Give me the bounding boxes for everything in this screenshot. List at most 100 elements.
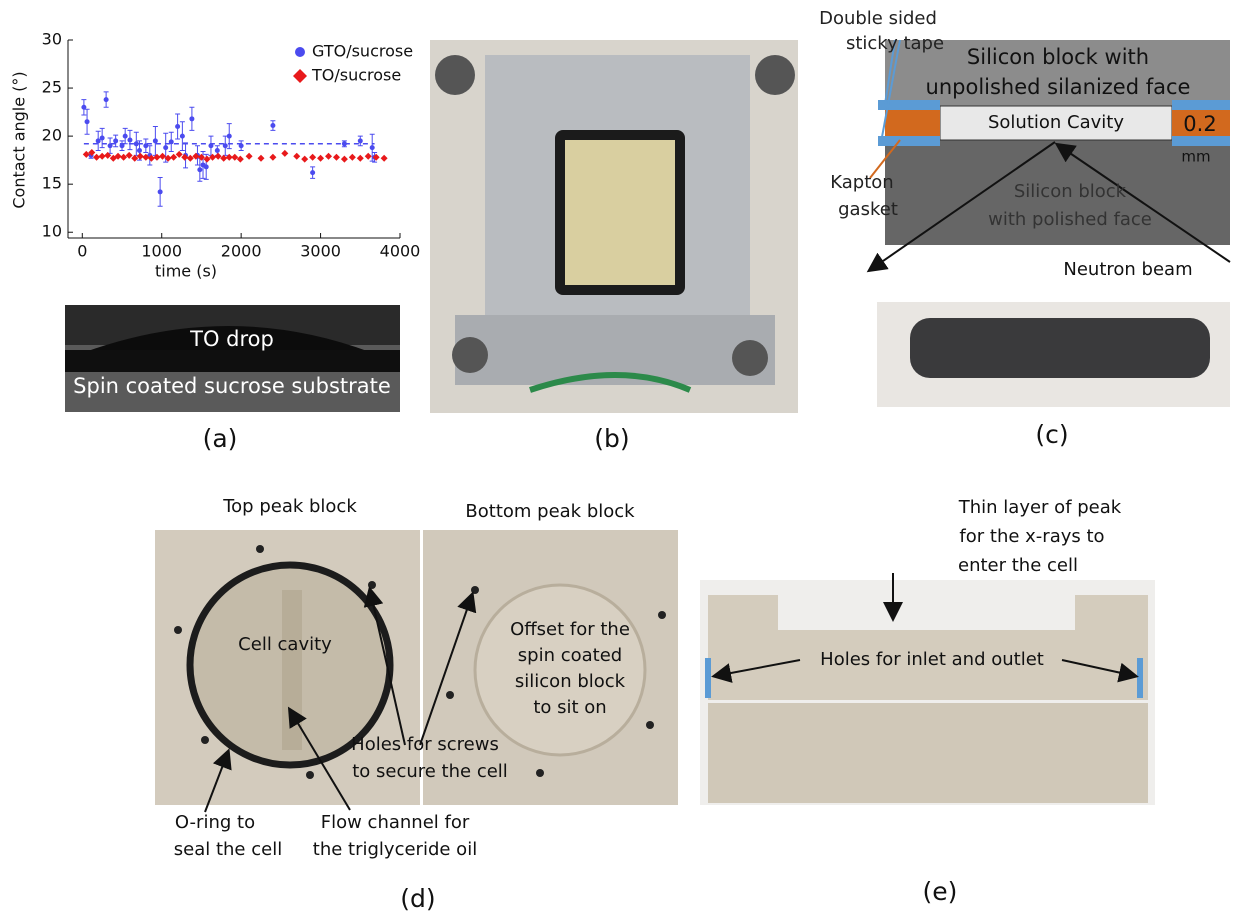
y-tick-label: 10 (42, 222, 62, 241)
point (158, 189, 163, 194)
chart: time (s) Contact angle (°) 10 15 20 25 30 0 10… (10, 30, 421, 281)
annotation: Silicon block with (967, 45, 1149, 69)
substrate-label: Spin coated sucrose substrate (73, 374, 391, 398)
panel-label: (a) (203, 424, 238, 453)
point (104, 97, 109, 102)
annotation: mm (1181, 148, 1210, 166)
point (197, 167, 202, 172)
point (153, 154, 160, 161)
point (127, 137, 132, 142)
point (83, 151, 90, 158)
point (85, 119, 90, 124)
panel-label: (b) (594, 424, 629, 453)
x-axis-title: time (s) (155, 262, 217, 281)
diagram-c: Double sided sticky tape Silicon block w… (819, 8, 1230, 407)
point (325, 153, 332, 160)
annotation: seal the cell (174, 839, 282, 860)
annotation: Top peak block (222, 496, 357, 517)
annotation: the triglyceride oil (313, 839, 477, 860)
point (215, 153, 222, 160)
annotation: Kapton (830, 172, 893, 193)
legend-label: GTO/sucrose (312, 42, 413, 61)
y-tick-label: 20 (42, 126, 62, 145)
point (231, 154, 238, 161)
y-axis-title: Contact angle (°) (10, 71, 29, 208)
x-tick-label: 1000 (141, 242, 182, 261)
point (270, 123, 275, 128)
point (281, 150, 288, 157)
annotation: to sit on (533, 697, 606, 718)
annotation: sticky tape (846, 33, 944, 54)
point (373, 154, 380, 161)
legend-marker (293, 69, 307, 83)
legend-label: TO/sucrose (311, 66, 401, 85)
annotation: Flow channel for (321, 812, 470, 833)
point (169, 139, 174, 144)
x-tick-label: 3000 (300, 242, 341, 261)
x-tick-label: 2000 (221, 242, 262, 261)
figure: time (s) Contact angle (°) 10 15 20 25 30 0 10… (0, 0, 1234, 918)
annotation: silicon block (515, 671, 626, 692)
point (208, 143, 213, 148)
point (159, 153, 166, 160)
point (180, 134, 185, 139)
point (100, 136, 105, 141)
point (269, 154, 276, 161)
annotation: Offset for the (510, 619, 630, 640)
y-tick-label: 15 (42, 174, 62, 193)
point (176, 151, 183, 158)
point (204, 164, 209, 169)
point (301, 156, 308, 163)
point (123, 134, 128, 139)
y-tick-label: 30 (42, 30, 62, 49)
point (365, 153, 372, 160)
legend-marker (295, 47, 305, 57)
point (153, 138, 158, 143)
photo-d: Top peak block Bottom peak block Cell ca… (150, 496, 682, 860)
point (310, 170, 315, 175)
point (246, 153, 253, 160)
point (99, 153, 106, 160)
point (227, 134, 232, 139)
point (113, 138, 118, 143)
point (108, 143, 113, 148)
point (175, 124, 180, 129)
annotation: with polished face (988, 209, 1152, 230)
annotation: for the x-rays to (959, 526, 1104, 547)
point (357, 155, 364, 162)
point (126, 152, 133, 159)
photo-e: Thin layer of peak for the x-rays to ent… (700, 497, 1155, 805)
point (349, 154, 356, 161)
annotation: Solution Cavity (988, 112, 1124, 133)
annotation: Cell cavity (238, 634, 332, 655)
annotation: enter the cell (958, 555, 1078, 576)
annotation: Bottom peak block (465, 501, 635, 522)
x-tick-label: 4000 (380, 242, 421, 261)
point (189, 116, 194, 121)
annotation: to secure the cell (352, 761, 508, 782)
annotation: spin coated (518, 645, 622, 666)
photo-a: TO drop Spin coated sucrose substrate (65, 305, 400, 412)
annotation: O-ring to (175, 812, 255, 833)
point (381, 155, 388, 162)
panel-label: (c) (1035, 420, 1068, 449)
panel-label: (d) (400, 884, 435, 913)
point (237, 156, 244, 163)
point (170, 154, 177, 161)
annotation: 0.2 (1183, 112, 1216, 136)
point (239, 143, 244, 148)
point (137, 153, 144, 160)
point (215, 148, 220, 153)
point (309, 154, 316, 161)
point (258, 155, 265, 162)
annotation: Thin layer of peak (958, 497, 1122, 518)
y-tick-label: 25 (42, 78, 62, 97)
annotation: unpolished silanized face (926, 75, 1191, 99)
drop-label: TO drop (189, 327, 274, 351)
annotation: Double sided (819, 8, 937, 29)
annotation: Holes for screws (351, 734, 499, 755)
point (209, 154, 216, 161)
point (203, 156, 210, 163)
x-tick-label: 0 (77, 242, 87, 261)
point (120, 154, 127, 161)
